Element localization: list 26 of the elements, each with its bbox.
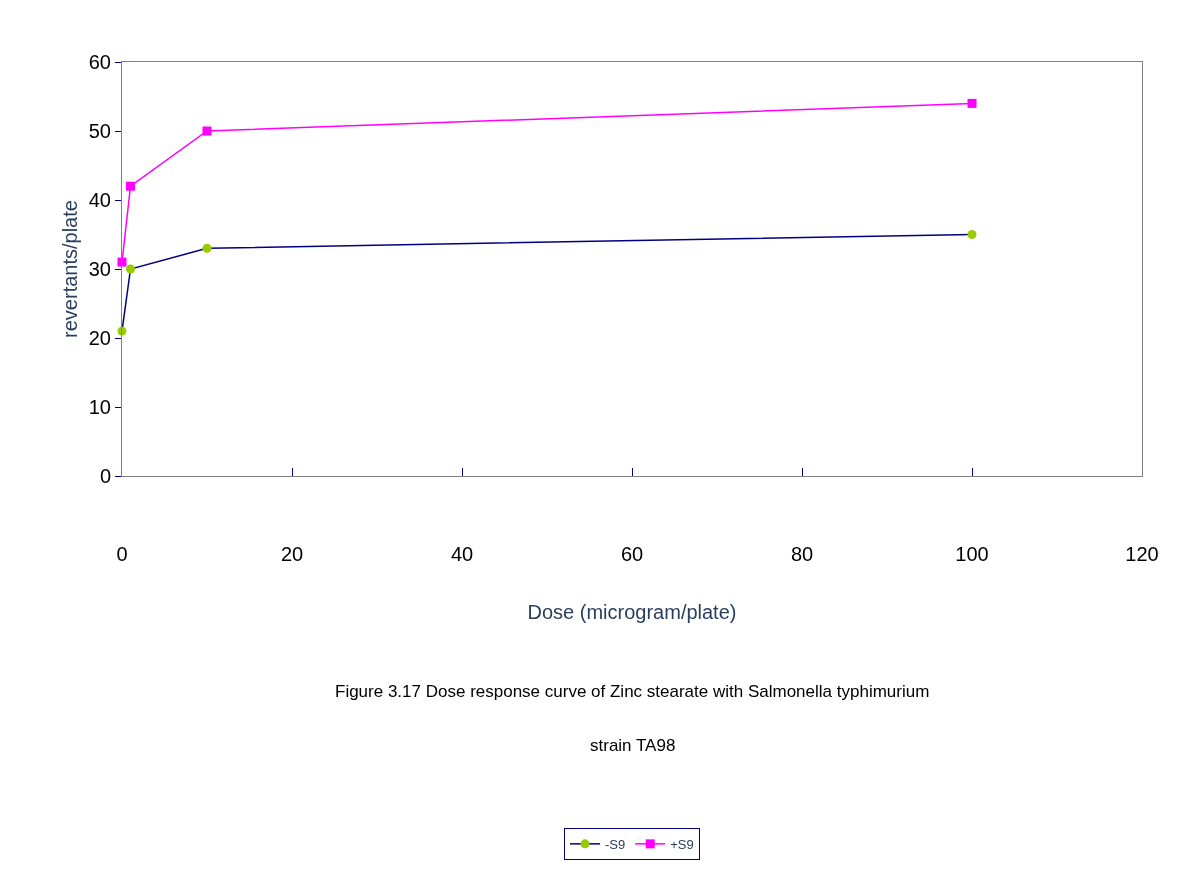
point (967, 230, 977, 239)
x-tick-label: 120 (1125, 543, 1159, 565)
point (967, 98, 977, 108)
legend-label: -S9 (605, 836, 626, 852)
point (126, 181, 135, 191)
y-axis-title: revertants/plate (59, 200, 82, 338)
x-tick-label: 0 (116, 543, 128, 565)
point (202, 243, 212, 253)
x-axis-title: Dose (microgram/plate) (527, 600, 737, 623)
point (126, 264, 135, 274)
y-tick-label: 0 (99, 465, 111, 487)
x-tick-label: 60 (620, 543, 644, 565)
y-tick-label: 60 (88, 51, 111, 73)
text: strain TA98 (590, 736, 676, 755)
x-tick-label: 80 (790, 543, 814, 565)
y-tick-label: 20 (88, 327, 111, 349)
legend-label: +S9 (670, 836, 694, 852)
x-tick-label: 100 (955, 543, 989, 565)
point (202, 126, 212, 136)
y-tick-label: 40 (88, 189, 111, 211)
y-tick-label: 30 (88, 258, 111, 280)
x-tick-label: 40 (450, 543, 474, 565)
y-tick-label: 10 (88, 396, 111, 418)
caption: Figure 3.17 Dose response curve of Zinc stearate with Salmonella typhimurium (335, 682, 930, 701)
y-tick-label: 50 (88, 120, 111, 142)
x-tick-label: 20 (280, 543, 304, 565)
